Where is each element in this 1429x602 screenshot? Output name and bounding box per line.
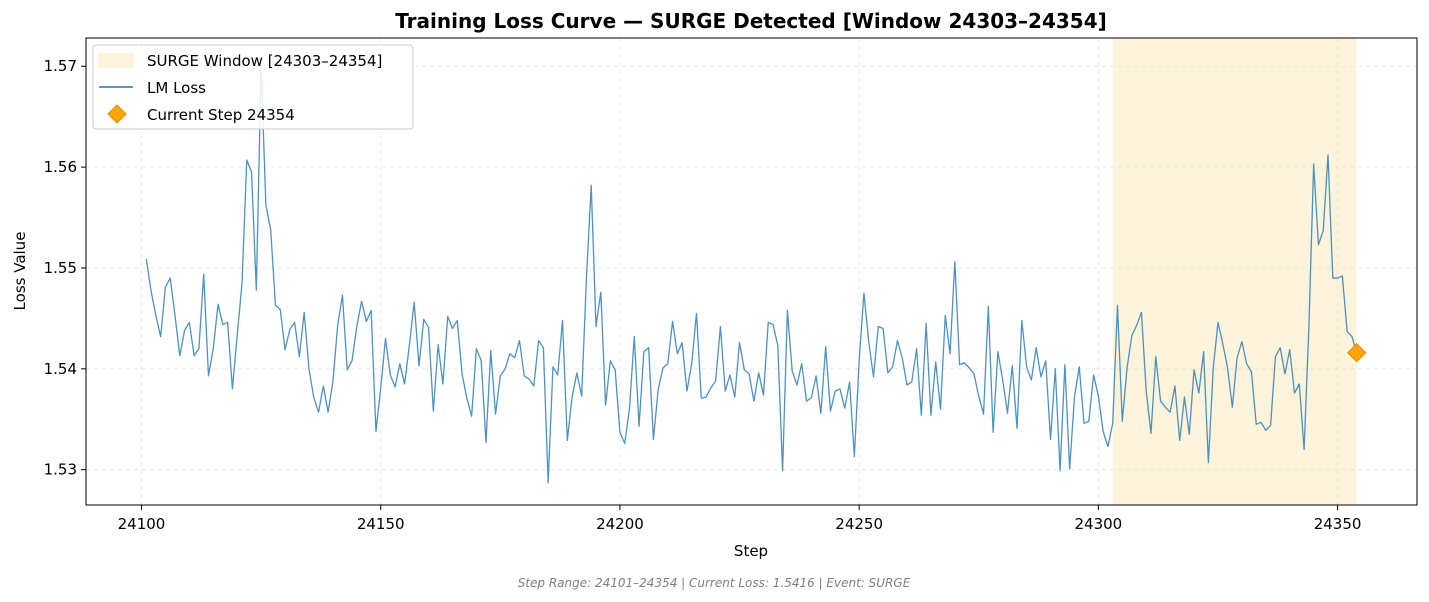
plot-frame: [85, 37, 1418, 506]
legend-window-label: SURGE Window [24303–24354]: [147, 52, 382, 70]
x-axis: 24100 24150 24200 24250 24300 24350: [118, 505, 1362, 533]
legend-line-label: LM Loss: [147, 79, 206, 97]
x-tick-label: 24250: [835, 515, 883, 533]
y-axis: 1.53 1.54 1.55 1.56 1.57: [44, 57, 86, 479]
marker-layer: [1347, 342, 1367, 363]
series-layer: [145, 65, 1358, 484]
footer-note: Step Range: 24101–24354 | Current Loss: …: [518, 576, 911, 590]
y-tick-label: 1.57: [44, 57, 77, 75]
x-tick-label: 24350: [1314, 515, 1362, 533]
surge-window-band: [1112, 38, 1357, 505]
legend-box: [92, 44, 414, 130]
legend: SURGE Window [24303–24354] LM Loss Curre…: [92, 44, 414, 130]
chart-title: Training Loss Curve — SURGE Detected [Wi…: [395, 9, 1107, 33]
y-tick-label: 1.54: [44, 360, 77, 378]
x-tick-label: 24100: [118, 515, 166, 533]
y-tick-label: 1.53: [44, 461, 77, 479]
legend-window-swatch: [98, 53, 134, 68]
current-step-marker: [1347, 342, 1367, 363]
grid-layer: [86, 38, 1417, 505]
x-tick-label: 24300: [1075, 515, 1123, 533]
y-axis-label: Loss Value: [11, 232, 29, 311]
plot-area: [85, 37, 1418, 506]
y-tick-label: 1.55: [44, 259, 77, 277]
lm-loss-line: [145, 65, 1358, 484]
legend-marker-label: Current Step 24354: [147, 106, 295, 124]
legend-marker-swatch: [107, 104, 127, 124]
x-tick-label: 24200: [596, 515, 644, 533]
x-tick-label: 24150: [357, 515, 405, 533]
surge-window-layer: [1112, 38, 1357, 505]
x-axis-label: Step: [734, 542, 768, 560]
y-tick-label: 1.56: [44, 158, 77, 176]
